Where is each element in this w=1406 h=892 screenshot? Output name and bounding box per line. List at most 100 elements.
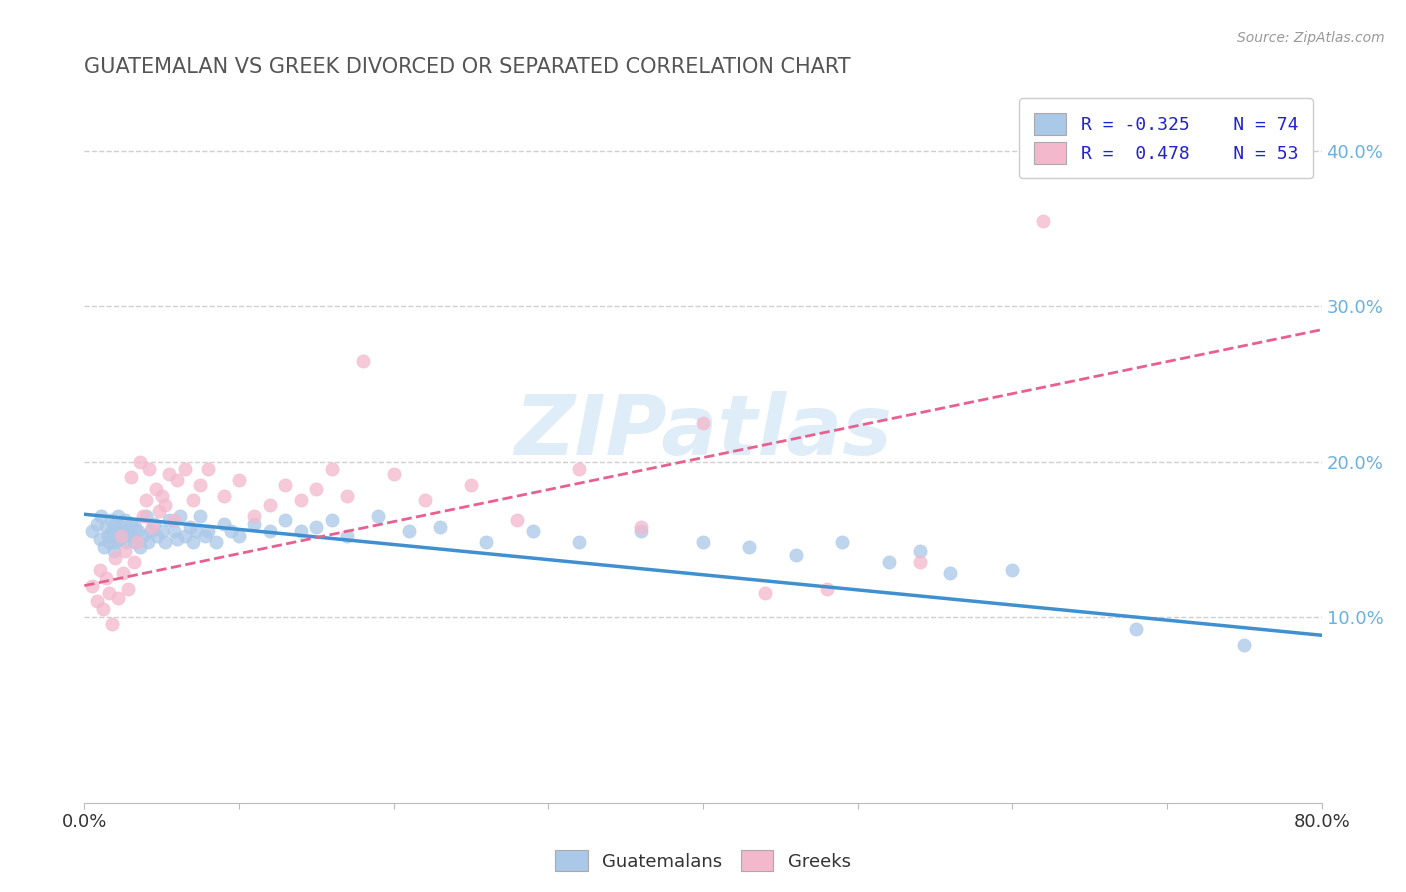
Point: [815, 582, 838, 596]
Point: [908, 544, 931, 558]
Point: [259, 498, 281, 512]
Point: [98, 535, 121, 549]
Point: [104, 550, 127, 565]
Point: [107, 591, 129, 605]
Point: [110, 529, 132, 543]
Point: [197, 462, 219, 476]
Point: [115, 535, 138, 549]
Point: [221, 524, 243, 539]
Point: [184, 524, 207, 539]
Point: [429, 519, 451, 533]
Point: [228, 473, 250, 487]
Point: [94, 519, 117, 533]
Point: [831, 535, 853, 549]
Point: [321, 462, 343, 476]
Point: [159, 513, 181, 527]
Point: [274, 513, 297, 527]
Point: [112, 527, 135, 541]
Point: [121, 529, 143, 543]
Point: [352, 353, 374, 368]
Point: [125, 535, 148, 549]
Point: [321, 513, 343, 527]
Point: [114, 544, 136, 558]
Point: [100, 513, 122, 527]
Point: [290, 493, 312, 508]
Point: [166, 532, 188, 546]
Point: [475, 535, 498, 549]
Point: [120, 470, 142, 484]
Point: [163, 513, 186, 527]
Point: [754, 586, 776, 600]
Point: [86, 594, 108, 608]
Point: [82, 579, 104, 593]
Point: [398, 524, 420, 539]
Point: [166, 473, 188, 487]
Point: [94, 571, 117, 585]
Point: [129, 454, 152, 468]
Point: [188, 477, 212, 491]
Point: [86, 516, 108, 531]
Point: [143, 516, 166, 531]
Point: [630, 524, 652, 539]
Text: GUATEMALAN VS GREEK DIVORCED OR SEPARATED CORRELATION CHART: GUATEMALAN VS GREEK DIVORCED OR SEPARATE…: [84, 56, 851, 77]
Point: [132, 529, 155, 543]
Point: [382, 467, 405, 481]
Point: [82, 524, 104, 539]
Point: [146, 529, 169, 543]
Point: [117, 582, 139, 596]
Point: [150, 524, 173, 539]
Point: [107, 508, 129, 523]
Point: [205, 535, 228, 549]
Point: [692, 535, 714, 549]
Point: [104, 535, 127, 549]
Point: [692, 416, 714, 430]
Point: [630, 519, 652, 533]
Point: [212, 489, 235, 503]
Point: [174, 529, 197, 543]
Point: [103, 544, 125, 558]
Point: [117, 524, 139, 539]
Point: [228, 529, 250, 543]
Point: [460, 477, 482, 491]
Point: [305, 519, 328, 533]
Point: [181, 493, 204, 508]
Point: [141, 519, 163, 533]
Point: [104, 516, 127, 531]
Point: [128, 524, 150, 539]
Point: [139, 524, 162, 539]
Point: [413, 493, 436, 508]
Text: ZIPatlas: ZIPatlas: [515, 392, 891, 472]
Point: [114, 513, 136, 527]
Point: [97, 529, 120, 543]
Point: [568, 462, 591, 476]
Point: [112, 566, 135, 581]
Point: [174, 462, 197, 476]
Point: [367, 508, 389, 523]
Point: [105, 524, 128, 539]
Point: [129, 540, 152, 554]
Point: [522, 524, 544, 539]
Point: [259, 524, 281, 539]
Point: [506, 513, 529, 527]
Point: [90, 508, 112, 523]
Point: [101, 524, 124, 539]
Point: [568, 535, 591, 549]
Point: [98, 586, 121, 600]
Point: [135, 508, 157, 523]
Point: [290, 524, 312, 539]
Point: [1233, 638, 1256, 652]
Point: [89, 563, 111, 577]
Point: [132, 508, 155, 523]
Point: [336, 489, 359, 503]
Point: [150, 489, 173, 503]
Point: [181, 535, 204, 549]
Point: [124, 519, 146, 533]
Legend: Guatemalans, Greeks: Guatemalans, Greeks: [548, 843, 858, 879]
Point: [122, 535, 145, 549]
Point: [243, 516, 266, 531]
Point: [163, 524, 186, 539]
Point: [136, 535, 159, 549]
Point: [145, 483, 167, 497]
Point: [159, 467, 181, 481]
Point: [1001, 563, 1024, 577]
